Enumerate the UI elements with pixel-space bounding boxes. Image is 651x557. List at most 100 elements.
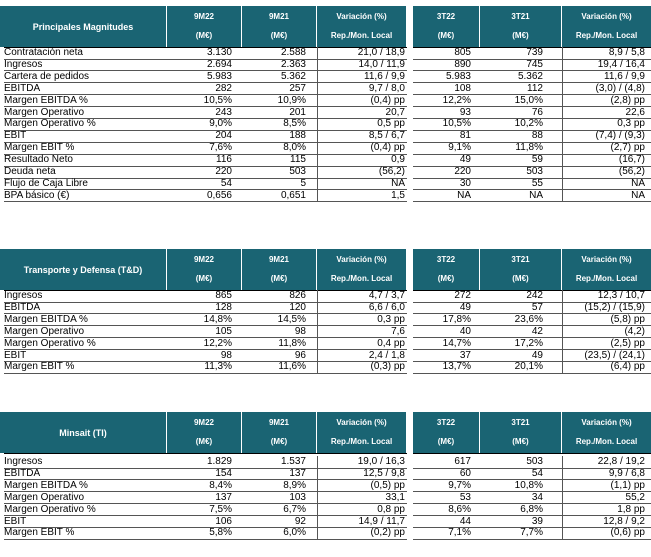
column-header: 3T22 (M€) <box>413 249 479 290</box>
column-header: 9M22 (M€) <box>167 6 241 47</box>
cell-c1: 3.130 <box>206 47 232 58</box>
cell-c4: 272 <box>454 290 471 301</box>
cell-c5: 49 <box>531 349 543 361</box>
cell-c3: 14,9 / 11,7 <box>358 515 405 527</box>
row-rule <box>4 515 407 516</box>
column-header-bottom: Rep./Mon. Local <box>330 31 393 40</box>
cell-c4: 9,7% <box>448 479 471 491</box>
header-rule <box>413 453 651 454</box>
cell-c5: 54 <box>531 467 543 479</box>
cell-c3: (0,4) pp <box>370 142 405 154</box>
row-rule <box>413 527 651 528</box>
cell-c4: 7,1% <box>448 527 471 539</box>
row-rule <box>4 189 407 190</box>
cell-c3: (0,3) pp <box>370 361 405 373</box>
cell-c5: 6,8% <box>520 503 543 515</box>
cell-c4: 37 <box>459 349 471 361</box>
cell-c5: 11,8% <box>515 142 543 154</box>
row-rule <box>4 479 407 480</box>
row-rule <box>413 201 651 202</box>
cell-c3: 9,7 / 8,0 <box>368 82 405 94</box>
cell-c2: 8,9% <box>283 479 306 491</box>
cell-c3: (0,2) pp <box>370 527 405 539</box>
column-header-bottom: (M€) <box>270 274 288 283</box>
column-header-top: 9M21 <box>268 255 289 264</box>
cell-c2: 120 <box>289 301 306 313</box>
row-rule <box>4 361 407 362</box>
cell-c5: 17,2% <box>514 337 543 349</box>
column-header: 3T21 (M€) <box>480 249 561 290</box>
row-rule <box>413 361 651 362</box>
row-rule <box>413 313 651 314</box>
cell-c6: NA <box>631 177 645 189</box>
cell-c5: 503 <box>526 456 543 467</box>
cell-c2: 826 <box>289 290 306 301</box>
cell-c1: 154 <box>215 467 232 479</box>
cell-c1: 7,5% <box>209 503 232 515</box>
cell-c4: 60 <box>459 467 471 479</box>
column-separator <box>317 47 318 202</box>
row-rule <box>4 178 407 179</box>
row-label: EBIT <box>4 349 27 361</box>
table-row: Resultado Neto 116 115 0,9 49 59 (16,7) <box>0 154 651 165</box>
cell-c3: 0,8 pp <box>377 503 405 515</box>
row-label: Margen Operativo % <box>4 118 96 130</box>
cell-c4: 49 <box>459 154 471 166</box>
cell-c1: 2.694 <box>206 58 232 70</box>
cell-c3: 8,5 / 6,7 <box>368 130 405 142</box>
column-header-top: 9M21 <box>268 12 289 21</box>
cell-c5: 10,8% <box>514 479 543 491</box>
cell-c5: 57 <box>531 301 543 313</box>
cell-c6: (16,7) <box>618 154 645 166</box>
column-header-top: 9M22 <box>193 255 214 264</box>
cell-c4: 44 <box>459 515 471 527</box>
cell-c4: 13,7% <box>442 361 471 373</box>
row-rule <box>4 118 407 119</box>
header-rule <box>413 290 651 291</box>
cell-c3: 4,7 / 3,7 <box>368 290 405 301</box>
column-separator <box>317 290 318 374</box>
row-rule <box>413 130 651 131</box>
row-rule <box>413 82 651 83</box>
cell-c4: 10,5% <box>442 118 471 130</box>
cell-c1: 7,6% <box>209 142 232 154</box>
cell-c5: 503 <box>526 166 543 177</box>
column-header: Variación (%) Rep./Mon. Local <box>317 412 406 453</box>
row-rule <box>413 349 651 350</box>
cell-c3: (56,2) <box>378 166 405 177</box>
table-row: EBITDA 154 137 12,5 / 9,8 60 54 9,9 / 6,8 <box>0 468 651 479</box>
row-rule <box>413 468 651 469</box>
row-rule <box>413 154 651 155</box>
table-row: Margen Operativo 105 98 7,6 40 42 (4,2) <box>0 326 651 337</box>
cell-c1: 137 <box>215 491 232 503</box>
row-label: Margen EBIT % <box>4 527 75 539</box>
cell-c1: 865 <box>215 290 232 301</box>
cell-c3: (0,4) pp <box>370 94 405 106</box>
table-row: Cartera de pedidos 5.983 5.362 11,6 / 9,9 5.… <box>0 71 651 82</box>
column-header-top: Variación (%) <box>336 418 387 427</box>
table-row: Contratación neta 3.130 2.588 21,0 / 18,9 80… <box>0 47 651 58</box>
row-label: Margen Operativo % <box>4 337 96 349</box>
column-header-top: 3T21 <box>511 255 530 264</box>
cell-c5: 242 <box>526 290 543 301</box>
column-header-bottom: Rep./Mon. Local <box>330 437 393 446</box>
column-header-top: Variación (%) <box>581 12 632 21</box>
row-rule <box>4 154 407 155</box>
cell-c5: 42 <box>531 325 543 337</box>
cell-c4: 617 <box>454 456 471 467</box>
column-header-top: 3T22 <box>436 12 456 21</box>
column-header-top: Variación (%) <box>336 255 387 264</box>
column-header-top: 9M22 <box>193 418 214 427</box>
row-label: Ingresos <box>4 456 43 467</box>
column-header-bottom: (M€) <box>270 437 288 446</box>
column-header-bottom: (M€) <box>512 31 529 40</box>
table-row: EBITDA 282 257 9,7 / 8,0 108 112 (3,0) / (4,8) <box>0 83 651 94</box>
cell-c4: 17,8% <box>442 313 471 325</box>
cell-c2: 2.363 <box>280 58 306 70</box>
cell-c6: 9,9 / 6,8 <box>608 467 645 479</box>
cell-c1: 14,8% <box>203 313 232 325</box>
cell-c2: 0,651 <box>280 189 306 201</box>
cell-c5: NA <box>529 189 543 201</box>
cell-c2: 137 <box>289 467 306 479</box>
header-rule <box>4 47 407 48</box>
